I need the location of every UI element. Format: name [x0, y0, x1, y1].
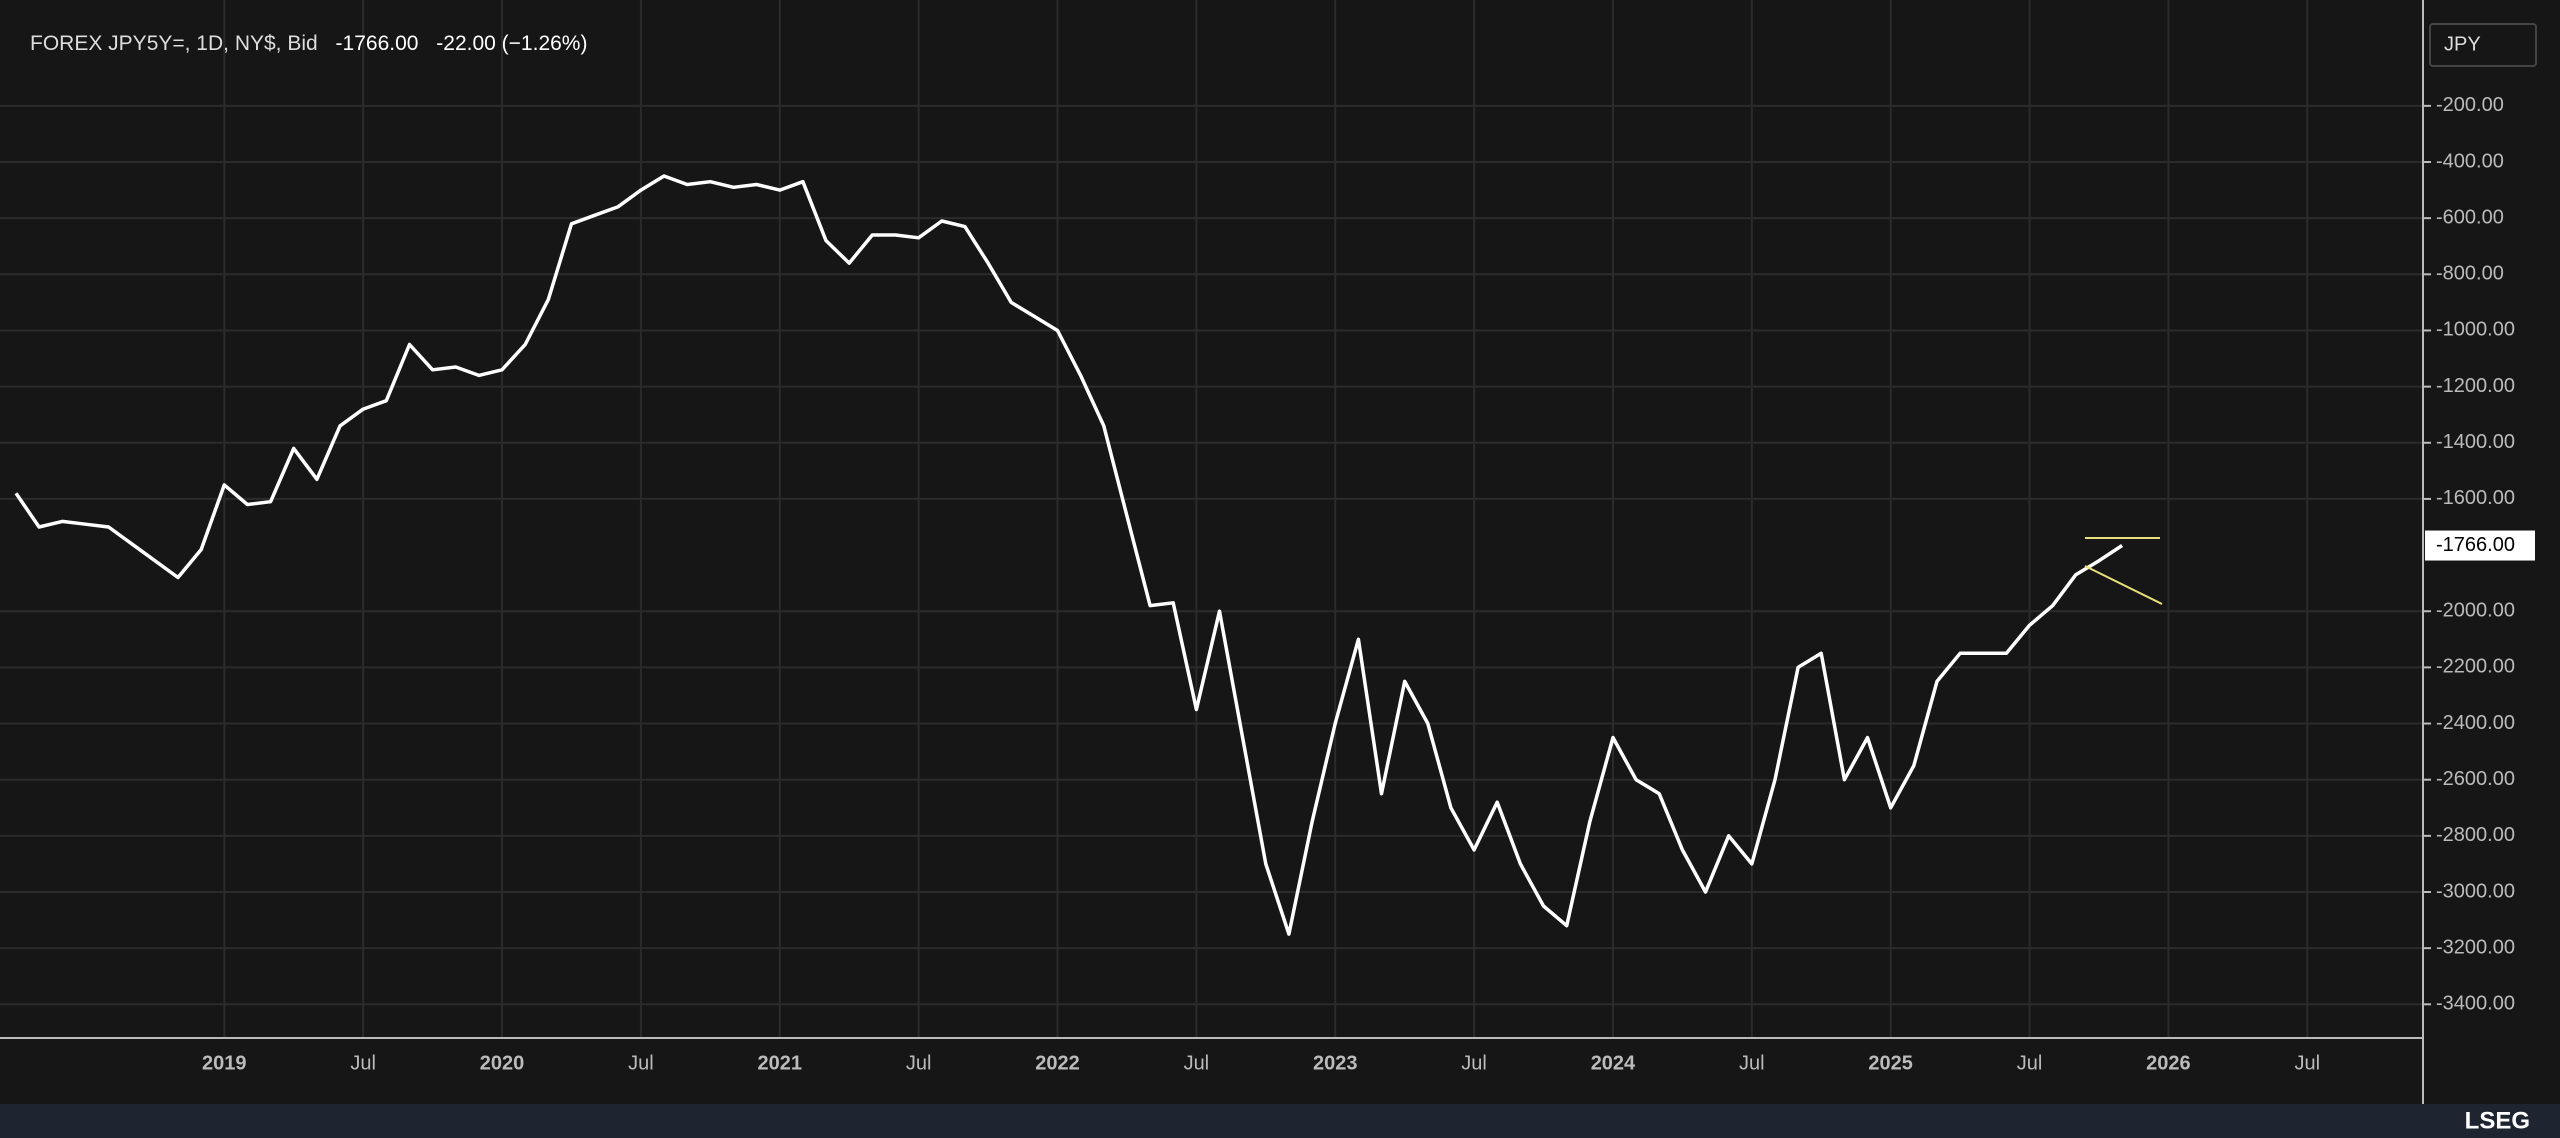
unit-box — [2429, 23, 2537, 67]
x-tick-label: Jul — [350, 1052, 376, 1074]
plot — [14, 174, 2124, 936]
x-tick-label: 2024 — [1591, 1052, 1636, 1074]
x-tick-label: Jul — [2017, 1052, 2043, 1074]
background — [0, 0, 2560, 1104]
series-line — [14, 174, 2124, 936]
price: -1766.00 — [336, 32, 419, 55]
y-tick-label: -1000.00 — [2436, 319, 2515, 341]
last-price-box — [2425, 530, 2535, 561]
y-tick-label: -3200.00 — [2436, 936, 2515, 958]
last-price-label: -1766.00 — [2436, 534, 2515, 556]
x-tick-label: Jul — [1739, 1052, 1765, 1074]
y-tick-label: -3000.00 — [2436, 880, 2515, 902]
instrument: FOREX JPY5Y=, 1D, NY$, Bid — [30, 32, 318, 55]
brand: LSEG — [2465, 1107, 2530, 1134]
change: -22.00 (−1.26%) — [436, 32, 587, 55]
x-tick-label: 2021 — [758, 1052, 803, 1074]
chart-header: FOREX JPY5Y=, 1D, NY$, Bid -1766.00 -22.… — [30, 32, 587, 55]
x-tick-label: 2023 — [1313, 1052, 1358, 1074]
x-tick-label: 2020 — [480, 1052, 525, 1074]
y-tick-label: -3400.00 — [2436, 993, 2515, 1015]
x-tick-label: 2026 — [2146, 1052, 2191, 1074]
y-tick-label: -200.00 — [2436, 94, 2504, 116]
x-tick-label: 2019 — [202, 1052, 247, 1074]
y-tick-label: -2800.00 — [2436, 824, 2515, 846]
footer-bar — [0, 1104, 2560, 1138]
y-tick-label: -2600.00 — [2436, 768, 2515, 790]
y-tick-label: -1200.00 — [2436, 375, 2515, 397]
y-tick-label: -1600.00 — [2436, 487, 2515, 509]
x-tick-label: Jul — [1184, 1052, 1210, 1074]
y-tick-label: -2400.00 — [2436, 712, 2515, 734]
x-tick-label: Jul — [2294, 1052, 2320, 1074]
trend-line-bottom — [2084, 565, 2163, 605]
x-tick-label: Jul — [1461, 1052, 1487, 1074]
y-tick-label: -600.00 — [2436, 206, 2504, 228]
y-tick-label: -1400.00 — [2436, 431, 2515, 453]
unit-label: JPY — [2444, 33, 2481, 55]
grid — [0, 0, 2423, 1038]
x-tick-label: Jul — [628, 1052, 654, 1074]
y-tick-label: -2200.00 — [2436, 656, 2515, 678]
x-tick-label: 2022 — [1035, 1052, 1080, 1074]
y-tick-label: -800.00 — [2436, 263, 2504, 285]
y-tick-label: -400.00 — [2436, 150, 2504, 172]
x-tick-label: 2025 — [1868, 1052, 1913, 1074]
y-tick-label: -2000.00 — [2436, 600, 2515, 622]
x-tick-label: Jul — [906, 1052, 932, 1074]
